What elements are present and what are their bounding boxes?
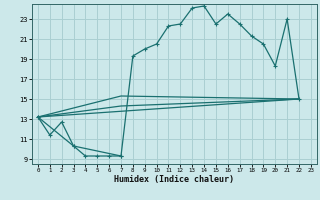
X-axis label: Humidex (Indice chaleur): Humidex (Indice chaleur) [115, 175, 234, 184]
